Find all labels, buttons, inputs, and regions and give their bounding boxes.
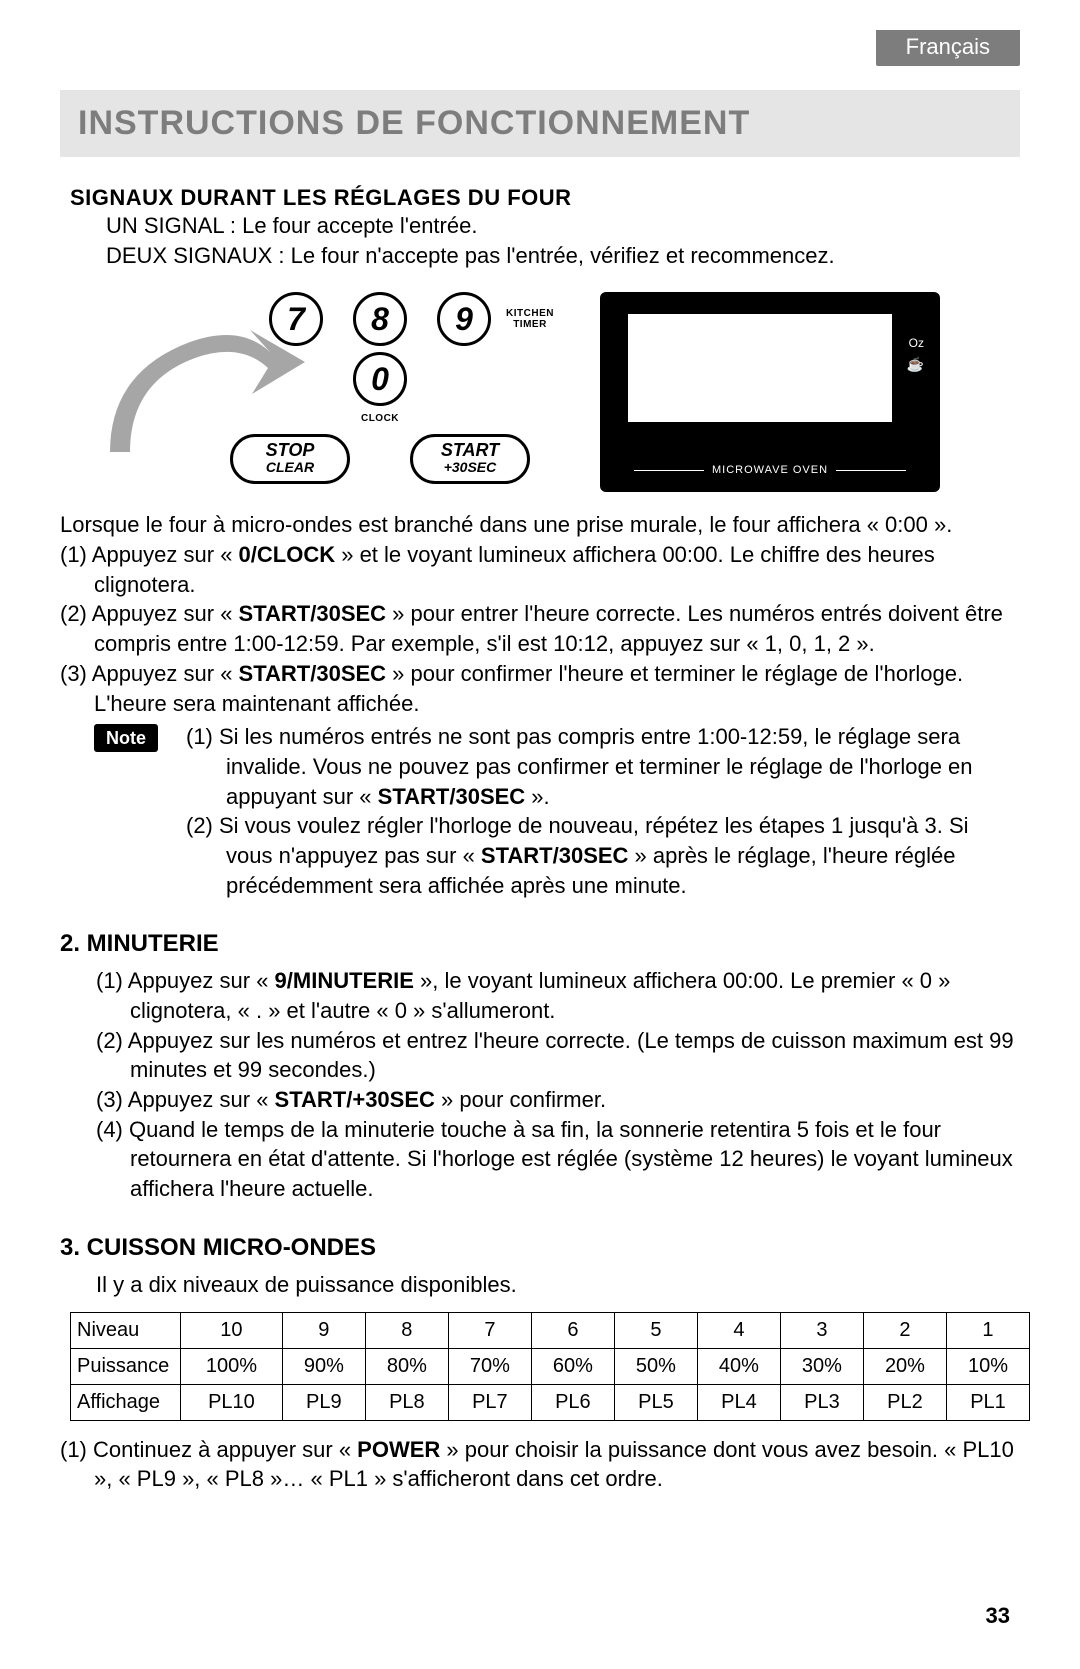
power-cell: 60% <box>531 1348 614 1384</box>
start-label: START <box>413 441 527 460</box>
power-cell: PL3 <box>780 1384 863 1420</box>
minuterie-heading: 2. MINUTERIE <box>60 930 1020 958</box>
power-cell: PL2 <box>863 1384 946 1420</box>
clock-intro: Lorsque le four à micro-ondes est branch… <box>60 510 1020 540</box>
microwave-illustration: Oz ☕ MICROWAVE OVEN <box>600 292 940 492</box>
page-title-bar: INSTRUCTIONS DE FONCTIONNEMENT <box>60 90 1020 157</box>
power-cell: 3 <box>780 1312 863 1348</box>
power-cell: PL10 <box>181 1384 283 1420</box>
note-badge: Note <box>94 724 158 752</box>
power-cell: 4 <box>697 1312 780 1348</box>
power-cell: PL6 <box>531 1384 614 1420</box>
power-cell: 100% <box>181 1348 283 1384</box>
start-30sec-button: START +30SEC <box>410 434 530 484</box>
power-row-label: Affichage <box>71 1384 181 1420</box>
keypad-0-digit: 0 <box>371 361 389 398</box>
power-cell: 10% <box>946 1348 1029 1384</box>
stop-label: STOP <box>233 441 347 460</box>
power-cell: 40% <box>697 1348 780 1384</box>
power-row-label: Niveau <box>71 1312 181 1348</box>
clear-label: CLEAR <box>233 460 347 475</box>
page-number: 33 <box>986 1603 1010 1629</box>
minuterie-step2: (2) Appuyez sur les numéros et entrez l'… <box>96 1026 1020 1085</box>
microwave-label: MICROWAVE OVEN <box>600 464 940 476</box>
cuisson-heading: 3. CUISSON MICRO-ONDES <box>60 1234 1020 1262</box>
power-level-table: Niveau10987654321 Puissance100%90%80%70%6… <box>70 1312 1030 1421</box>
oz-indicator: Oz <box>909 336 924 350</box>
keypad-0-label: CLOCK <box>361 413 399 424</box>
power-cell: 5 <box>614 1312 697 1348</box>
minuterie-step3: (3) Appuyez sur « START/+30SEC » pour co… <box>96 1085 1020 1115</box>
power-cell: 6 <box>531 1312 614 1348</box>
cuisson-step1: (1) Continuez à appuyer sur « POWER » po… <box>60 1435 1020 1494</box>
signals-line1: UN SIGNAL : Le four accepte l'entrée. <box>70 211 1010 241</box>
signals-line2: DEUX SIGNAUX : Le four n'accepte pas l'e… <box>70 241 1010 271</box>
power-cell: 7 <box>448 1312 531 1348</box>
note-2: (2) Si vous voulez régler l'horloge de n… <box>186 811 1020 900</box>
power-cell: PL7 <box>448 1384 531 1420</box>
keypad-9-label: KITCHEN TIMER <box>502 308 558 330</box>
power-cell: 9 <box>282 1312 365 1348</box>
clock-step2: (2) Appuyez sur « START/30SEC » pour ent… <box>60 599 1020 658</box>
cuisson-intro: Il y a dix niveaux de puissance disponib… <box>60 1270 1020 1300</box>
note-1: (1) Si les numéros entrés ne sont pas co… <box>186 722 1020 811</box>
keypad-7: 7 <box>269 292 323 346</box>
power-cell: 10 <box>181 1312 283 1348</box>
power-cell: 20% <box>863 1348 946 1384</box>
keypad-8: 8 <box>353 292 407 346</box>
power-cell: 2 <box>863 1312 946 1348</box>
cup-icon: ☕ <box>907 356 924 373</box>
note-block: Note (1) Si les numéros entrés ne sont p… <box>60 722 1020 900</box>
power-cell: PL4 <box>697 1384 780 1420</box>
power-cell: PL9 <box>282 1384 365 1420</box>
keypad-0: 0 CLOCK <box>353 352 407 406</box>
power-cell: 90% <box>282 1348 365 1384</box>
clock-step3: (3) Appuyez sur « START/30SEC » pour con… <box>60 659 1020 718</box>
signals-heading: SIGNAUX DURANT LES RÉGLAGES DU FOUR <box>70 185 1010 211</box>
power-cell: PL8 <box>365 1384 448 1420</box>
power-cell: PL5 <box>614 1384 697 1420</box>
clock-step1: (1) Appuyez sur « 0/CLOCK » et le voyant… <box>60 540 1020 599</box>
control-panel-diagram: 7 8 9 KITCHEN TIMER 0 CLOCK STOP CLEAR <box>60 292 1020 492</box>
power-cell: 30% <box>780 1348 863 1384</box>
language-tab: Français <box>876 30 1020 66</box>
power-cell: 80% <box>365 1348 448 1384</box>
microwave-screen <box>628 314 892 422</box>
power-cell: 50% <box>614 1348 697 1384</box>
power-row-label: Puissance <box>71 1348 181 1384</box>
keypad-9: 9 KITCHEN TIMER <box>437 292 491 346</box>
plus30-label: +30SEC <box>413 460 527 475</box>
keypad-9-digit: 9 <box>455 301 473 338</box>
power-cell: 70% <box>448 1348 531 1384</box>
power-cell: 1 <box>946 1312 1029 1348</box>
minuterie-step1: (1) Appuyez sur « 9/MINUTERIE », le voya… <box>96 966 1020 1025</box>
minuterie-step4: (4) Quand le temps de la minuterie touch… <box>96 1115 1020 1204</box>
power-cell: 8 <box>365 1312 448 1348</box>
stop-clear-button: STOP CLEAR <box>230 434 350 484</box>
power-cell: PL1 <box>946 1384 1029 1420</box>
